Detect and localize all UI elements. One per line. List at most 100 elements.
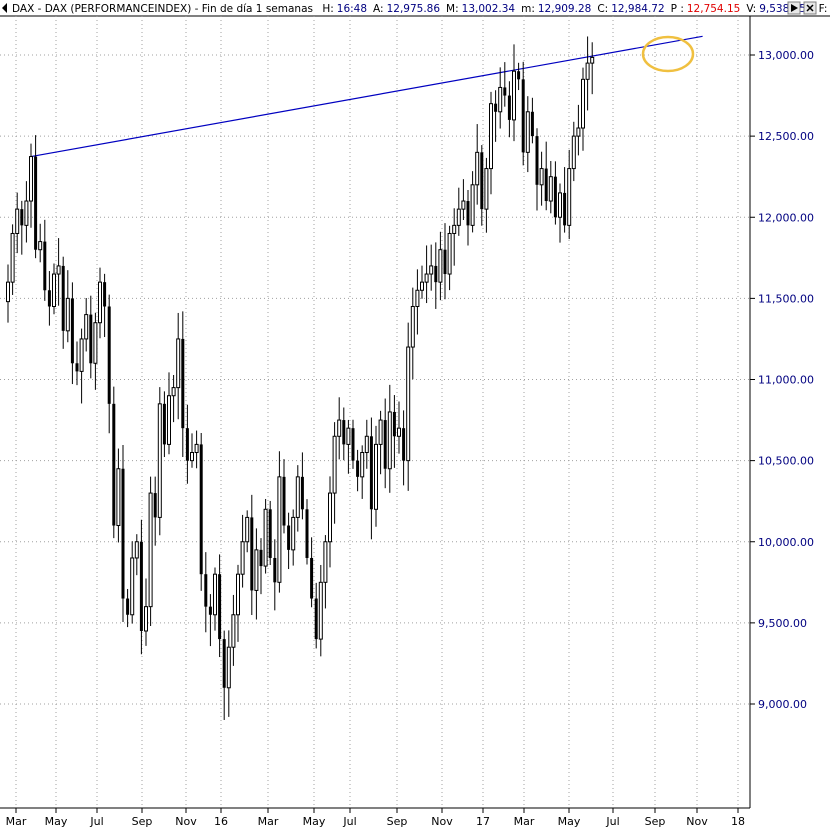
candle <box>387 384 392 493</box>
candle <box>245 510 250 553</box>
candle <box>553 161 557 225</box>
candle <box>89 295 93 379</box>
candle <box>144 578 148 646</box>
candle <box>590 42 595 95</box>
candle <box>185 404 189 484</box>
candle <box>194 430 199 469</box>
candle <box>402 410 406 486</box>
stat-value: 12,754.15 <box>687 3 740 15</box>
candle <box>56 238 61 306</box>
candle <box>20 200 24 255</box>
stat-value: 12,975.86 <box>387 3 441 15</box>
candle <box>240 514 245 588</box>
triangle-left-icon <box>2 3 7 13</box>
x-tick-label: Sep <box>387 815 408 827</box>
candle <box>410 287 415 380</box>
candle <box>535 128 539 211</box>
trendline <box>30 35 703 158</box>
candle <box>429 244 434 291</box>
candle <box>263 498 268 574</box>
candle <box>456 187 461 236</box>
candle <box>273 539 277 611</box>
candle <box>204 552 208 633</box>
candle <box>98 267 102 339</box>
stat-label: F: <box>819 3 828 15</box>
candle <box>360 445 365 499</box>
resistance-trendline <box>30 35 703 158</box>
x-tick-label: 17 <box>476 815 490 827</box>
candle <box>213 567 217 631</box>
stat-value: 16:48 <box>337 3 367 15</box>
candle <box>199 433 203 591</box>
candle <box>494 90 498 142</box>
nav-next-button[interactable] <box>787 1 801 15</box>
candle <box>300 452 304 520</box>
x-tick-label: Jul <box>89 815 103 827</box>
x-tick-label: Nov <box>686 815 708 827</box>
candle <box>29 143 33 228</box>
stat-label: A: <box>373 3 384 15</box>
candle <box>337 397 342 460</box>
candle <box>176 312 181 420</box>
candle <box>126 588 130 628</box>
candle <box>475 124 480 205</box>
candle <box>374 425 378 527</box>
x-tick-label: Mar <box>258 815 279 827</box>
candle <box>112 386 116 539</box>
candle <box>79 328 84 404</box>
y-tick-label: 10,000.00 <box>758 536 814 549</box>
candle <box>34 135 38 259</box>
candle <box>314 582 318 649</box>
candle <box>392 395 396 468</box>
candle <box>507 81 511 138</box>
candle <box>268 500 272 566</box>
candle <box>121 445 125 622</box>
candle <box>153 476 157 546</box>
close-icon <box>806 4 814 12</box>
stat-value: 13,002.34 <box>462 3 516 15</box>
candle <box>181 311 185 458</box>
y-tick-label: 13,000.00 <box>758 49 814 62</box>
candle <box>226 630 231 717</box>
stat-label: M: <box>446 3 459 15</box>
y-tick-label: 11,500.00 <box>758 292 814 305</box>
y-axis: 9,000.00 9,500.00 10,000.00 10,500.00 11,000… <box>750 49 814 711</box>
x-tick-label: 18 <box>731 815 745 827</box>
candle <box>539 151 544 206</box>
x-tick-label: Nov <box>175 815 197 827</box>
candle <box>282 459 286 534</box>
candle <box>61 256 65 349</box>
close-button[interactable] <box>803 1 817 15</box>
candle <box>420 265 424 299</box>
x-tick-label: Mar <box>6 815 27 827</box>
candle <box>369 417 373 540</box>
y-tick-label: 11,000.00 <box>758 374 814 387</box>
stat-value: 12,909.28 <box>538 3 591 15</box>
x-axis: Mar May Jul Sep Nov 16 Mar May Jul Sep Nov 17 Mar May… <box>0 16 751 827</box>
candle <box>323 535 328 609</box>
stat-label: m: <box>521 3 535 15</box>
candle <box>581 67 585 151</box>
nav-prev-button[interactable] <box>0 1 8 15</box>
candle <box>157 387 162 536</box>
candle <box>107 294 111 434</box>
candle <box>10 224 15 295</box>
triangle-right-icon <box>791 4 798 12</box>
candle <box>356 449 360 492</box>
candle <box>222 630 226 720</box>
candle <box>291 509 296 566</box>
highlight-ellipse <box>641 35 695 73</box>
candle <box>24 181 29 243</box>
stat-label: H: <box>322 3 333 15</box>
candle <box>544 141 548 211</box>
candle <box>351 419 355 469</box>
candle <box>305 499 309 565</box>
candle <box>461 179 466 221</box>
candle <box>530 97 534 144</box>
candle <box>310 537 314 608</box>
candle <box>397 401 401 454</box>
candle <box>434 242 438 309</box>
stat-label: P : <box>671 3 684 15</box>
candle <box>218 554 222 658</box>
